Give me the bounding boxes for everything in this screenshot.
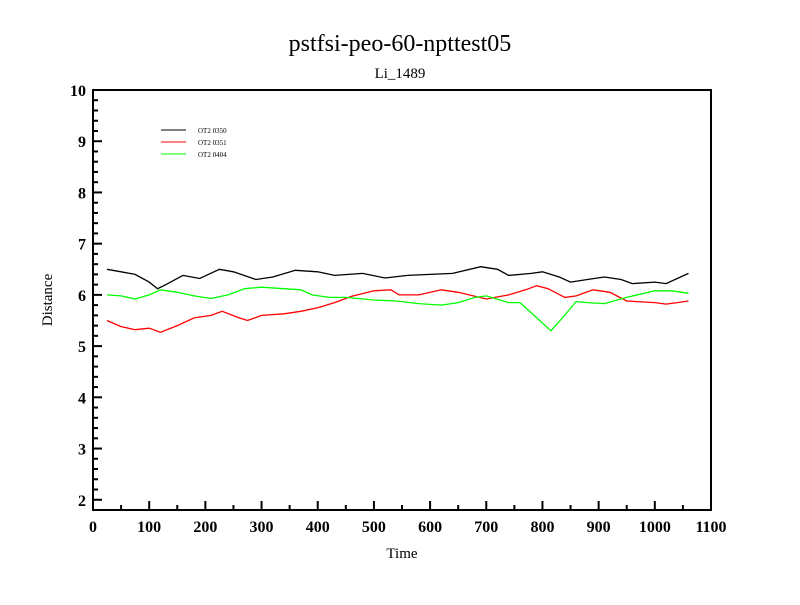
y-tick-label: 8 <box>78 185 86 202</box>
legend-label: OT2 0351 <box>198 139 227 147</box>
x-tick-label: 600 <box>418 519 442 536</box>
x-tick-label: 1100 <box>695 519 726 536</box>
x-tick-label: 800 <box>530 519 554 536</box>
legend-label: OT2 0404 <box>198 151 227 159</box>
x-tick-label: 700 <box>474 519 498 536</box>
x-tick-label: 400 <box>306 519 330 536</box>
x-tick-label: 300 <box>250 519 274 536</box>
x-tick-label: 100 <box>137 519 161 536</box>
chart-subtitle: Li_1489 <box>375 66 426 82</box>
y-tick-label: 10 <box>70 83 86 100</box>
y-tick-label: 4 <box>78 390 86 407</box>
y-tick-label: 5 <box>78 339 86 356</box>
x-tick-label: 500 <box>362 519 386 536</box>
y-tick-label: 9 <box>78 134 86 151</box>
series-line-ot2-0350 <box>106 266 689 290</box>
y-tick-label: 3 <box>78 442 86 459</box>
x-axis-label: Time <box>386 546 417 562</box>
y-tick-label: 2 <box>78 493 86 510</box>
y-tick-label: 6 <box>78 288 86 305</box>
y-axis-label: Distance <box>40 273 56 326</box>
x-tick-label: 200 <box>193 519 217 536</box>
x-tick-label: 0 <box>89 519 97 536</box>
series-line-ot2-0404 <box>106 286 689 332</box>
y-tick-label: 7 <box>78 237 86 254</box>
x-tick-label: 1000 <box>639 519 671 536</box>
legend-label: OT2 0350 <box>198 127 227 135</box>
x-tick-label: 900 <box>587 519 611 536</box>
chart-title: pstfsi-peo-60-npttest05 <box>289 31 512 57</box>
series-line-ot2-0351 <box>106 285 689 333</box>
